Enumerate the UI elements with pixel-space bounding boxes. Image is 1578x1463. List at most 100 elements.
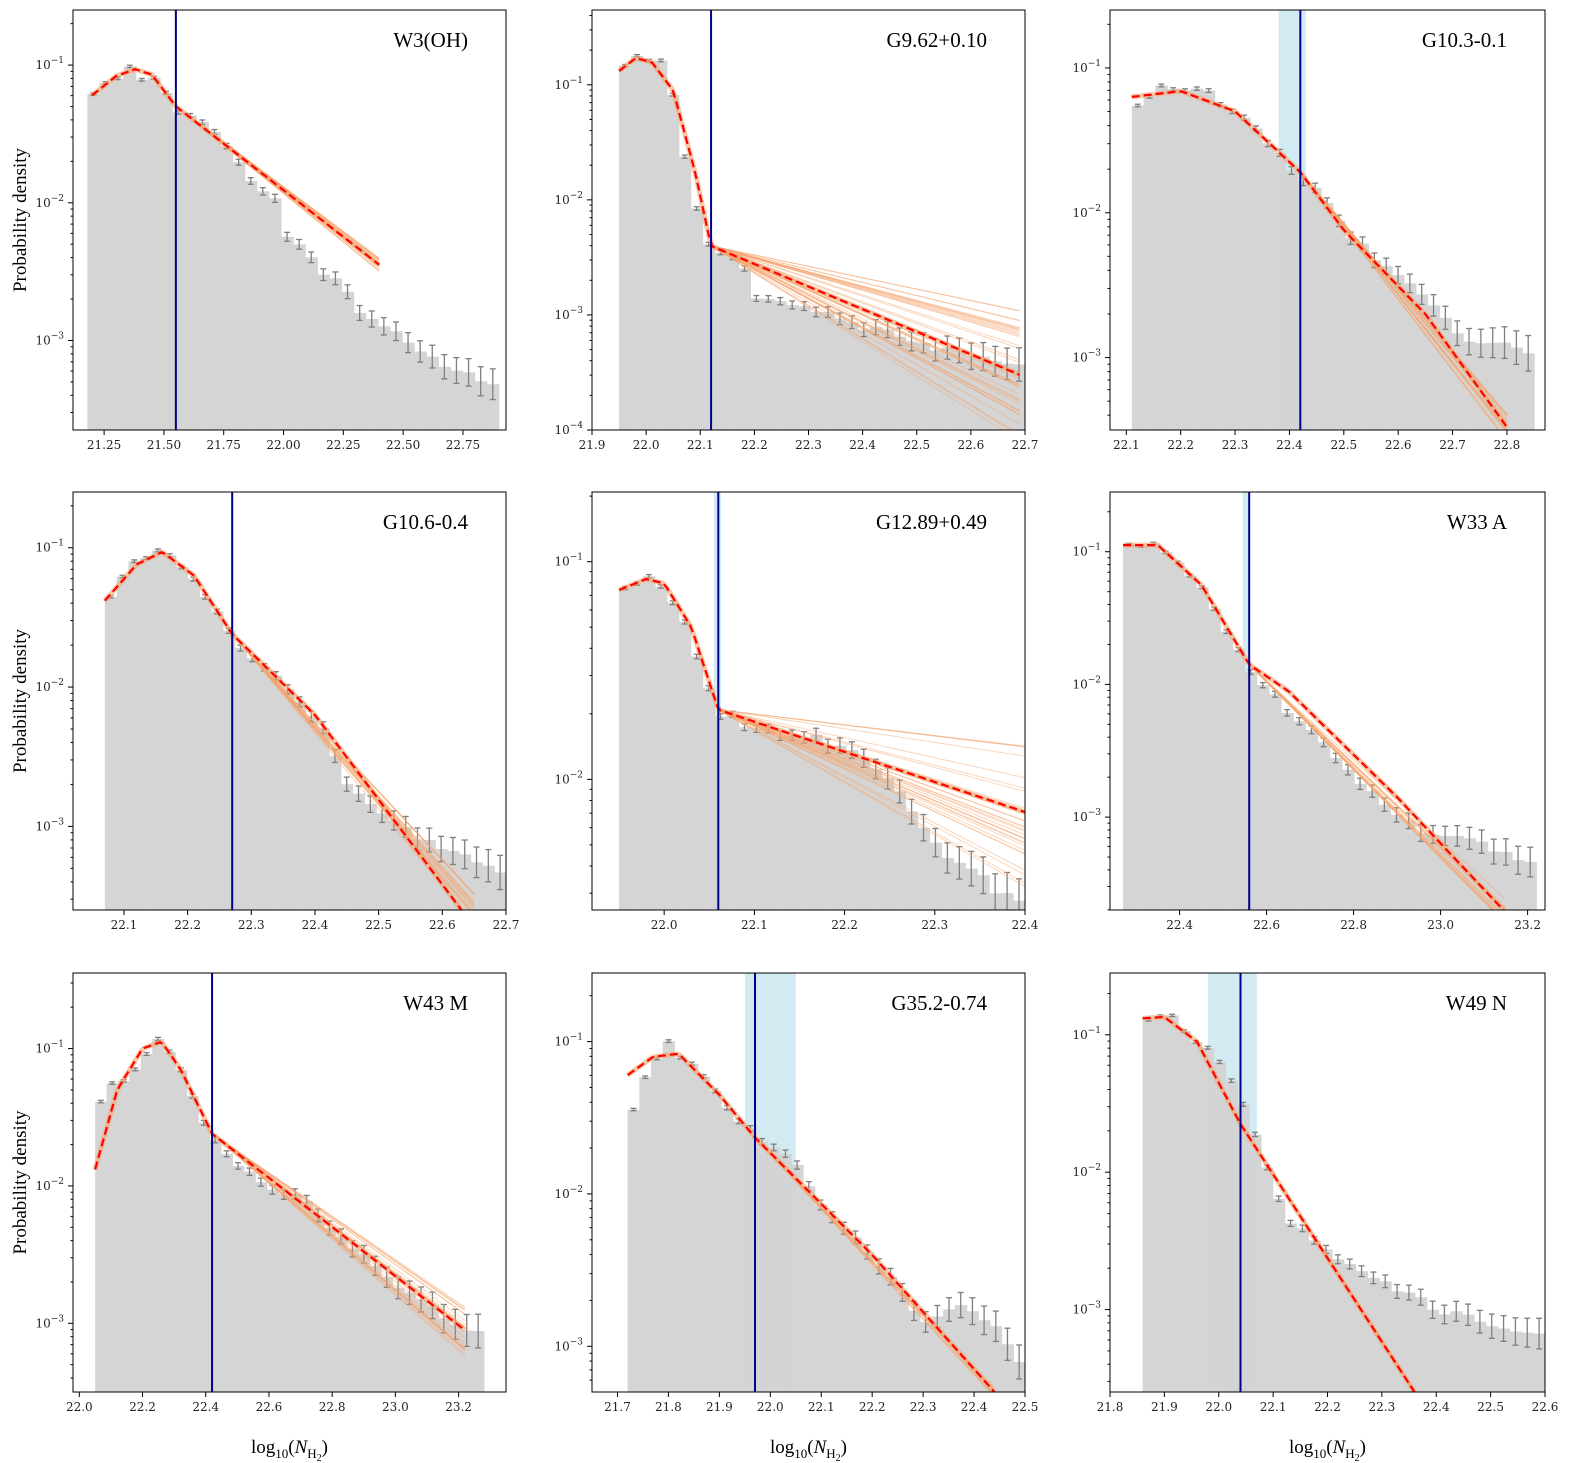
plot-area — [1131, 10, 1535, 430]
histogram-bar — [893, 336, 907, 430]
histogram-bar — [774, 735, 787, 910]
sample-line — [718, 709, 1025, 836]
sample-line — [231, 633, 471, 910]
error-bar — [665, 1039, 672, 1044]
error-bar — [426, 827, 433, 853]
y-axis: 10−3 10−2 10−1 — [1072, 511, 1110, 911]
fit-curve — [94, 1041, 466, 1332]
histogram-bar — [702, 244, 716, 430]
x-tick-label: 22.0 — [66, 1400, 93, 1414]
histogram-bar — [822, 746, 835, 910]
posterior-samples — [1248, 664, 1507, 910]
x-tick-label: 22.6 — [1532, 1400, 1559, 1414]
histogram-bar — [833, 745, 847, 910]
x-axis: 21.8 21.9 22.0 22.1 22.2 22.3 22.4 22.5 22.6 — [1097, 1392, 1559, 1414]
sample-line — [718, 709, 1025, 844]
histogram-bar — [392, 1287, 405, 1392]
histogram-bar — [642, 576, 656, 910]
histogram-bar — [232, 1165, 245, 1392]
histogram-bar — [639, 1077, 652, 1392]
histogram-bar — [1474, 343, 1488, 430]
x-tick-label: 22.4 — [1012, 918, 1039, 932]
y-tick-label: 10−3 — [35, 817, 64, 833]
histogram-bar — [838, 1228, 851, 1392]
axes-frame — [72, 9, 507, 431]
histogram-bar — [246, 658, 259, 910]
sample-line — [1248, 664, 1495, 910]
x-tick-label: 22.8 — [1494, 438, 1521, 452]
histogram-bar — [869, 769, 883, 910]
error-bar — [801, 301, 808, 312]
x-tick-label: 22.3 — [921, 918, 948, 932]
error-bar — [1204, 1045, 1211, 1050]
panel-w43-m: 22.0 22.2 22.4 22.6 22.8 23.0 23.2 10−3 10−2 10−1… — [10, 972, 507, 1463]
histogram-bar — [1001, 1344, 1014, 1392]
sample-line — [710, 245, 1020, 321]
error-bar — [126, 64, 133, 69]
error-bar — [1454, 824, 1461, 847]
histogram-bar — [1462, 1314, 1475, 1392]
error-bar — [1004, 347, 1011, 381]
panel-g9-62-0-10: 21.9 22.0 22.1 22.2 22.3 22.4 22.5 22.6 22.7 10−4… — [554, 9, 1038, 452]
histogram-bar — [893, 791, 907, 910]
error-bar — [1357, 777, 1364, 791]
histogram-bar — [767, 1147, 781, 1392]
fit-curve — [618, 577, 1025, 814]
error-bar — [405, 332, 412, 354]
sample-line — [710, 245, 1020, 396]
x-tick-label: 23.0 — [382, 1400, 409, 1414]
x-tick-label: 22.6 — [1385, 438, 1412, 452]
histogram-bar — [1171, 562, 1185, 910]
histogram-bar — [199, 596, 212, 910]
histogram-bar — [798, 737, 811, 910]
sample-line — [718, 709, 1025, 884]
sample-line — [710, 245, 1020, 338]
y-tick-label: 10−2 — [35, 678, 64, 694]
histogram-bar — [293, 244, 306, 430]
sample-line — [718, 709, 1025, 789]
x-axis: 22.1 22.2 22.3 22.4 22.5 22.6 22.7 — [111, 910, 519, 932]
y-tick-label: 10−3 — [1072, 808, 1101, 824]
panel-title: G35.2-0.74 — [891, 991, 987, 1015]
histogram-bar — [1427, 305, 1441, 430]
error-bar — [475, 1313, 482, 1349]
histogram-bar — [1451, 835, 1464, 910]
sample-line — [718, 709, 1025, 855]
error-bar — [1205, 88, 1212, 94]
histogram-bar — [786, 304, 799, 430]
x-tick-label: 21.8 — [1097, 1400, 1124, 1414]
histogram-bar — [1356, 243, 1370, 430]
histogram-bar — [1510, 347, 1523, 430]
axes-frame — [1109, 9, 1546, 431]
error-bar — [320, 268, 327, 282]
error-bar — [109, 1081, 116, 1086]
error-bar — [1332, 752, 1339, 764]
error-bar — [223, 1150, 230, 1158]
error-bar — [693, 206, 700, 211]
error-bar — [1004, 1327, 1011, 1361]
y-tick-label: 10−3 — [1072, 1301, 1101, 1317]
error-bar — [441, 353, 448, 380]
sample-line — [710, 245, 1020, 322]
histogram-bar — [1379, 1281, 1392, 1392]
x-tick-label: 21.9 — [706, 1400, 733, 1414]
histogram-bar — [116, 576, 130, 910]
x-tick-label: 22.5 — [1012, 1400, 1039, 1414]
sample-line — [710, 245, 1020, 349]
histogram-bar — [1268, 694, 1282, 910]
x-tick-label: 21.75 — [207, 438, 241, 452]
histogram — [1131, 85, 1535, 430]
error-bar — [368, 310, 375, 328]
histogram-bar — [662, 1041, 676, 1392]
histogram-bar — [1378, 804, 1392, 910]
histogram-bar — [726, 257, 740, 430]
histogram-bar — [881, 329, 895, 430]
sample-line — [1248, 664, 1493, 910]
histogram-bar — [857, 758, 871, 910]
sample-line — [710, 245, 1014, 430]
histogram-bar — [494, 872, 506, 910]
histogram-bar — [268, 198, 282, 430]
x-tick-label: 22.5 — [365, 918, 392, 932]
sample-line — [231, 633, 475, 907]
error-bar — [1536, 1317, 1543, 1350]
